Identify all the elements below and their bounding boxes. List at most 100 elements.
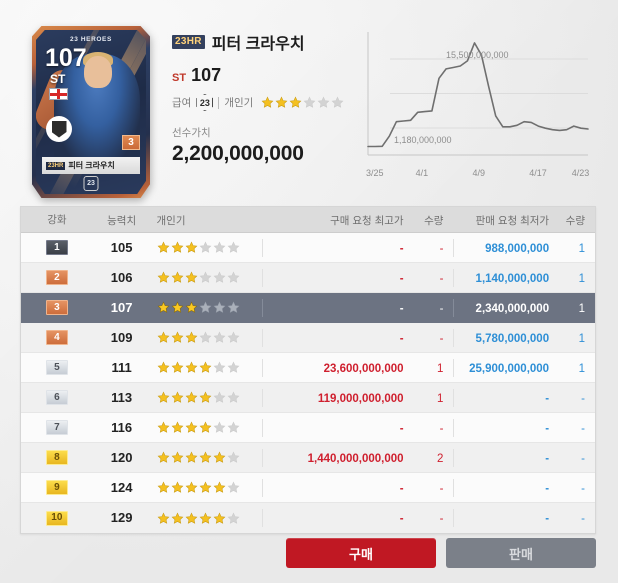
star-icon [227,421,240,434]
cell-ask-price: 25,900,000,000 [453,358,557,377]
cell-overall: 111 [111,359,132,375]
level-badge: 9 [45,480,68,495]
price-history-chart: 15,500,000,000 1,180,000,000 3/25 4/1 4/9 4… [350,22,610,194]
level-badge: 6 [45,390,68,405]
table-row[interactable]: 6 113 119,000,000,000 1- - [21,383,595,413]
star-icon [157,361,170,374]
chart-x-tick: 4/9 [472,168,485,178]
column-header-ask-price: 판매 요청 최저가 [475,214,550,227]
cell-bid-price: 119,000,000,000 [262,388,411,407]
star-icon [227,391,240,404]
card-position: ST [50,72,66,86]
star-icon [213,361,226,374]
table-row[interactable]: 2 106- -1,140,000,000 1 [21,263,595,293]
chart-x-tick: 4/23 [571,168,590,178]
cell-overall: 105 [110,239,133,255]
star-icon [199,301,212,314]
player-position-label: ST [172,72,187,84]
player-summary-section: 23 HEROES 107 ST 3 23HR 피터 크라우치 23 23HR … [0,0,618,200]
player-rating-value: 107 [191,65,222,85]
player-rating-row: ST 107 [172,65,362,86]
chart-low-label: 1,180,000,000 [394,135,452,145]
sell-button[interactable]: 판매 [446,538,596,568]
england-flag-icon [49,88,68,100]
star-icon [171,451,184,464]
cell-level: 7 [21,420,93,435]
star-icon [157,331,170,344]
cell-ask-qty: - [581,392,585,405]
level-badge: 8 [45,450,68,465]
star-icon [261,96,274,109]
cell-skill-stars [151,451,263,464]
chart-peak-label: 15,500,000,000 [446,50,509,60]
cell-level: 8 [21,450,93,465]
cell-bid-price: - [262,298,411,317]
star-icon [213,331,226,344]
table-row[interactable]: 8 120 1,440,000,000,000 2- - [21,443,595,473]
table-row[interactable]: 10 129- - - - [21,503,595,533]
table-row[interactable]: 9 124- - - - [21,473,595,503]
cell-skill-stars [151,301,263,314]
star-icon [275,96,288,109]
cell-bid-qty: - [439,272,444,285]
cell-overall: 120 [110,449,133,465]
cell-bid-qty: - [439,422,444,435]
column-header-overall: 능력치 [107,214,137,227]
player-card[interactable]: 23 HEROES 107 ST 3 23HR 피터 크라우치 23 [32,26,150,198]
star-icon [213,391,226,404]
star-icon [157,481,170,494]
star-icon [157,241,170,254]
cell-bid-qty: - [439,242,444,255]
cell-bid-price: - [262,418,411,437]
cell-level: 6 [21,390,93,405]
cell-ask-qty: - [581,482,585,495]
star-icon [227,271,240,284]
card-season-badge-icon: 23 [83,176,99,191]
star-icon [171,241,184,254]
table-row[interactable]: 5 111 23,600,000,000 1 25,900,000,000 1 [21,353,595,383]
cell-overall: 124 [110,479,133,495]
star-icon [227,481,240,494]
star-icon [199,421,212,434]
cell-skill-stars [151,421,263,434]
cell-skill-stars [151,391,263,404]
star-icon [213,271,226,284]
star-icon [157,391,170,404]
card-level-badge: 3 [122,135,140,150]
star-icon [199,361,212,374]
card-name-tag: 23HR [46,161,66,170]
star-icon [185,481,198,494]
cell-bid-qty: - [439,482,444,495]
column-header-level: 강화 [47,214,67,226]
player-info: 23HR 피터 크라우치 ST 107 급여 23 개인기 선수가치 2,200… [172,14,362,200]
star-icon [317,96,330,109]
star-icon [171,512,184,525]
page-title: 피터 크라우치 [211,36,305,53]
table-row[interactable]: 3 107- -2,340,000,000 1 [21,293,595,323]
star-icon [185,421,198,434]
cell-ask-qty: 1 [578,242,585,255]
star-icon [199,331,212,344]
buy-button[interactable]: 구매 [286,538,436,568]
cell-bid-price: 23,600,000,000 [262,358,411,377]
cell-bid-price: 1,440,000,000,000 [262,448,411,467]
star-icon [199,481,212,494]
star-icon [171,271,184,284]
upgrade-price-table: 강화 능력치 개인기 구매 요청 최고가 수량 판매 요청 최저가 수량 1 10… [20,206,596,534]
table-row[interactable]: 7 116- - - - [21,413,595,443]
star-icon [213,481,226,494]
cell-ask-qty: 1 [578,362,585,375]
cell-bid-price: - [262,238,411,257]
skill-label: 개인기 [224,97,254,109]
table-header-row: 강화 능력치 개인기 구매 요청 최고가 수량 판매 요청 최저가 수량 [21,207,595,233]
star-icon [227,361,240,374]
table-row[interactable]: 4 109- -5,780,000,000 1 [21,323,595,353]
table-row[interactable]: 1 105- -988,000,000 1 [21,233,595,263]
star-icon [199,512,212,525]
star-icon [185,512,198,525]
cell-bid-price: - [262,328,411,347]
player-value-amount: 2,200,000,000 [172,142,304,165]
star-icon [185,301,198,314]
card-player-name: 피터 크라우치 [68,161,115,170]
cell-overall: 106 [110,269,133,285]
